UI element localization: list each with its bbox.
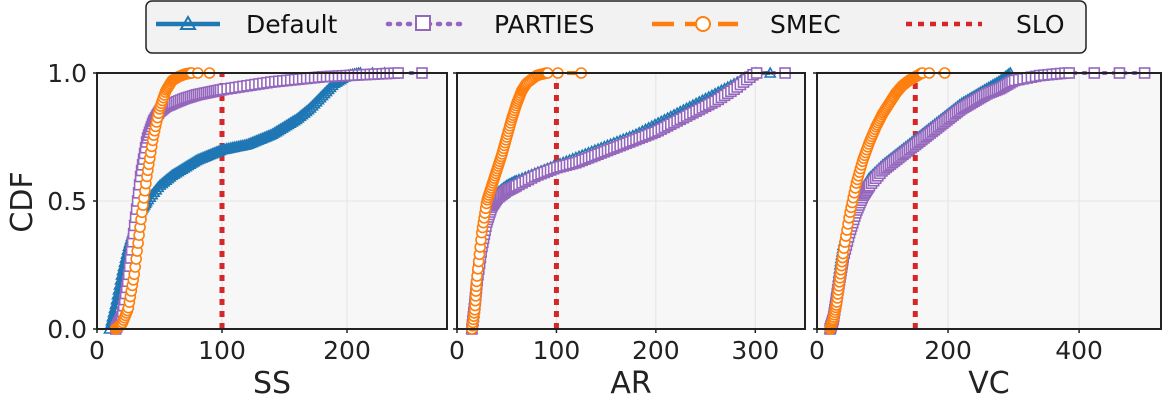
x-tick-label: 200 [632,336,680,365]
legend-parties-label: PARTIES [494,10,594,39]
legend-slo-label: SLO [1016,10,1065,39]
x-tick-label: 0 [809,336,825,365]
panel-ar: 0 100 200 300 AR [449,66,806,401]
x-tick-label: 100 [533,336,581,365]
panel-vc: 0 200 400 VC [809,66,1162,401]
x-axis-label: SS [253,366,291,401]
x-axis-label: VC [968,366,1009,401]
x-tick-label: 300 [731,336,779,365]
x-tick-label: 400 [1055,336,1103,365]
y-tick-label: 0.5 [47,187,87,216]
legend-smec-label: SMEC [770,10,841,39]
legend-default-marker [179,15,197,30]
legend-default-label: Default [246,10,338,39]
x-tick-label: 100 [198,336,246,365]
x-tick-label: 200 [924,336,972,365]
marker-default [300,104,313,117]
x-axis-label: AR [610,366,651,401]
legend-frame [145,0,1087,54]
x-tick-label: 0 [449,336,465,365]
x-tick-label: 200 [323,336,371,365]
y-tick-label: 1.0 [47,59,87,88]
x-tick-label: 0 [89,336,105,365]
legend-smec-marker [695,16,711,32]
y-tick-label: 0.0 [47,315,87,344]
y-axis-label: CDF [5,171,40,232]
panel-ss: 0 100 200 0.0 0.5 1.0 SS [47,59,448,401]
legend-parties-marker [415,15,431,31]
legend: Default PARTIES SMEC SLO [145,0,1087,54]
